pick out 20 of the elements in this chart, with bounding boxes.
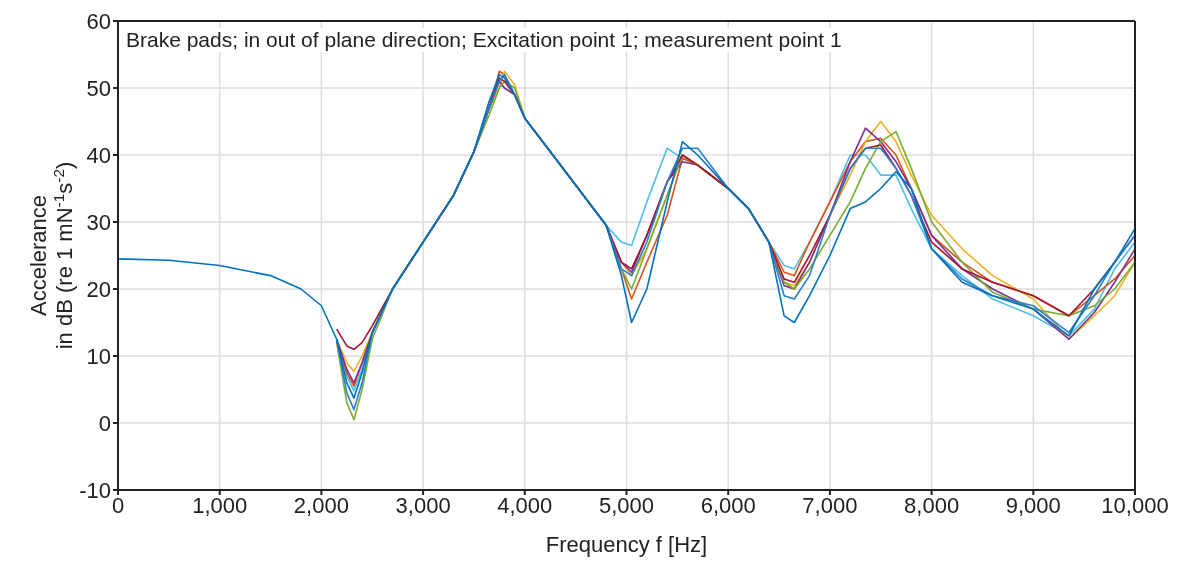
y-tick-label: 50 bbox=[86, 75, 111, 101]
y-tick-label: 10 bbox=[86, 343, 111, 369]
x-tick-label: 7,000 bbox=[802, 492, 858, 518]
y-tick-label: 20 bbox=[86, 276, 111, 302]
x-tick-label: 4,000 bbox=[497, 492, 553, 518]
x-tick-label: 2,000 bbox=[293, 492, 349, 518]
y-tick-label: -10 bbox=[79, 477, 111, 503]
y-tick-label: 0 bbox=[98, 410, 111, 436]
x-tick-label: 8,000 bbox=[904, 492, 960, 518]
x-tick-label: 3,000 bbox=[395, 492, 451, 518]
x-tick-label: 10,000 bbox=[1101, 492, 1169, 518]
x-tick-label: 1,000 bbox=[192, 492, 248, 518]
y-tick-label: 40 bbox=[86, 142, 111, 168]
y-tick-label: 30 bbox=[86, 209, 111, 235]
x-tick-label: 9,000 bbox=[1005, 492, 1061, 518]
y-tick-label: 60 bbox=[86, 8, 111, 34]
chart-title: Brake pads; in out of plane direction; Excitation point 1; measurement point 1 bbox=[126, 28, 842, 52]
x-tick-label: 6,000 bbox=[700, 492, 756, 518]
x-tick-label: 5,000 bbox=[598, 492, 655, 518]
x-axis-title: Frequency f [Hz] bbox=[545, 532, 708, 557]
